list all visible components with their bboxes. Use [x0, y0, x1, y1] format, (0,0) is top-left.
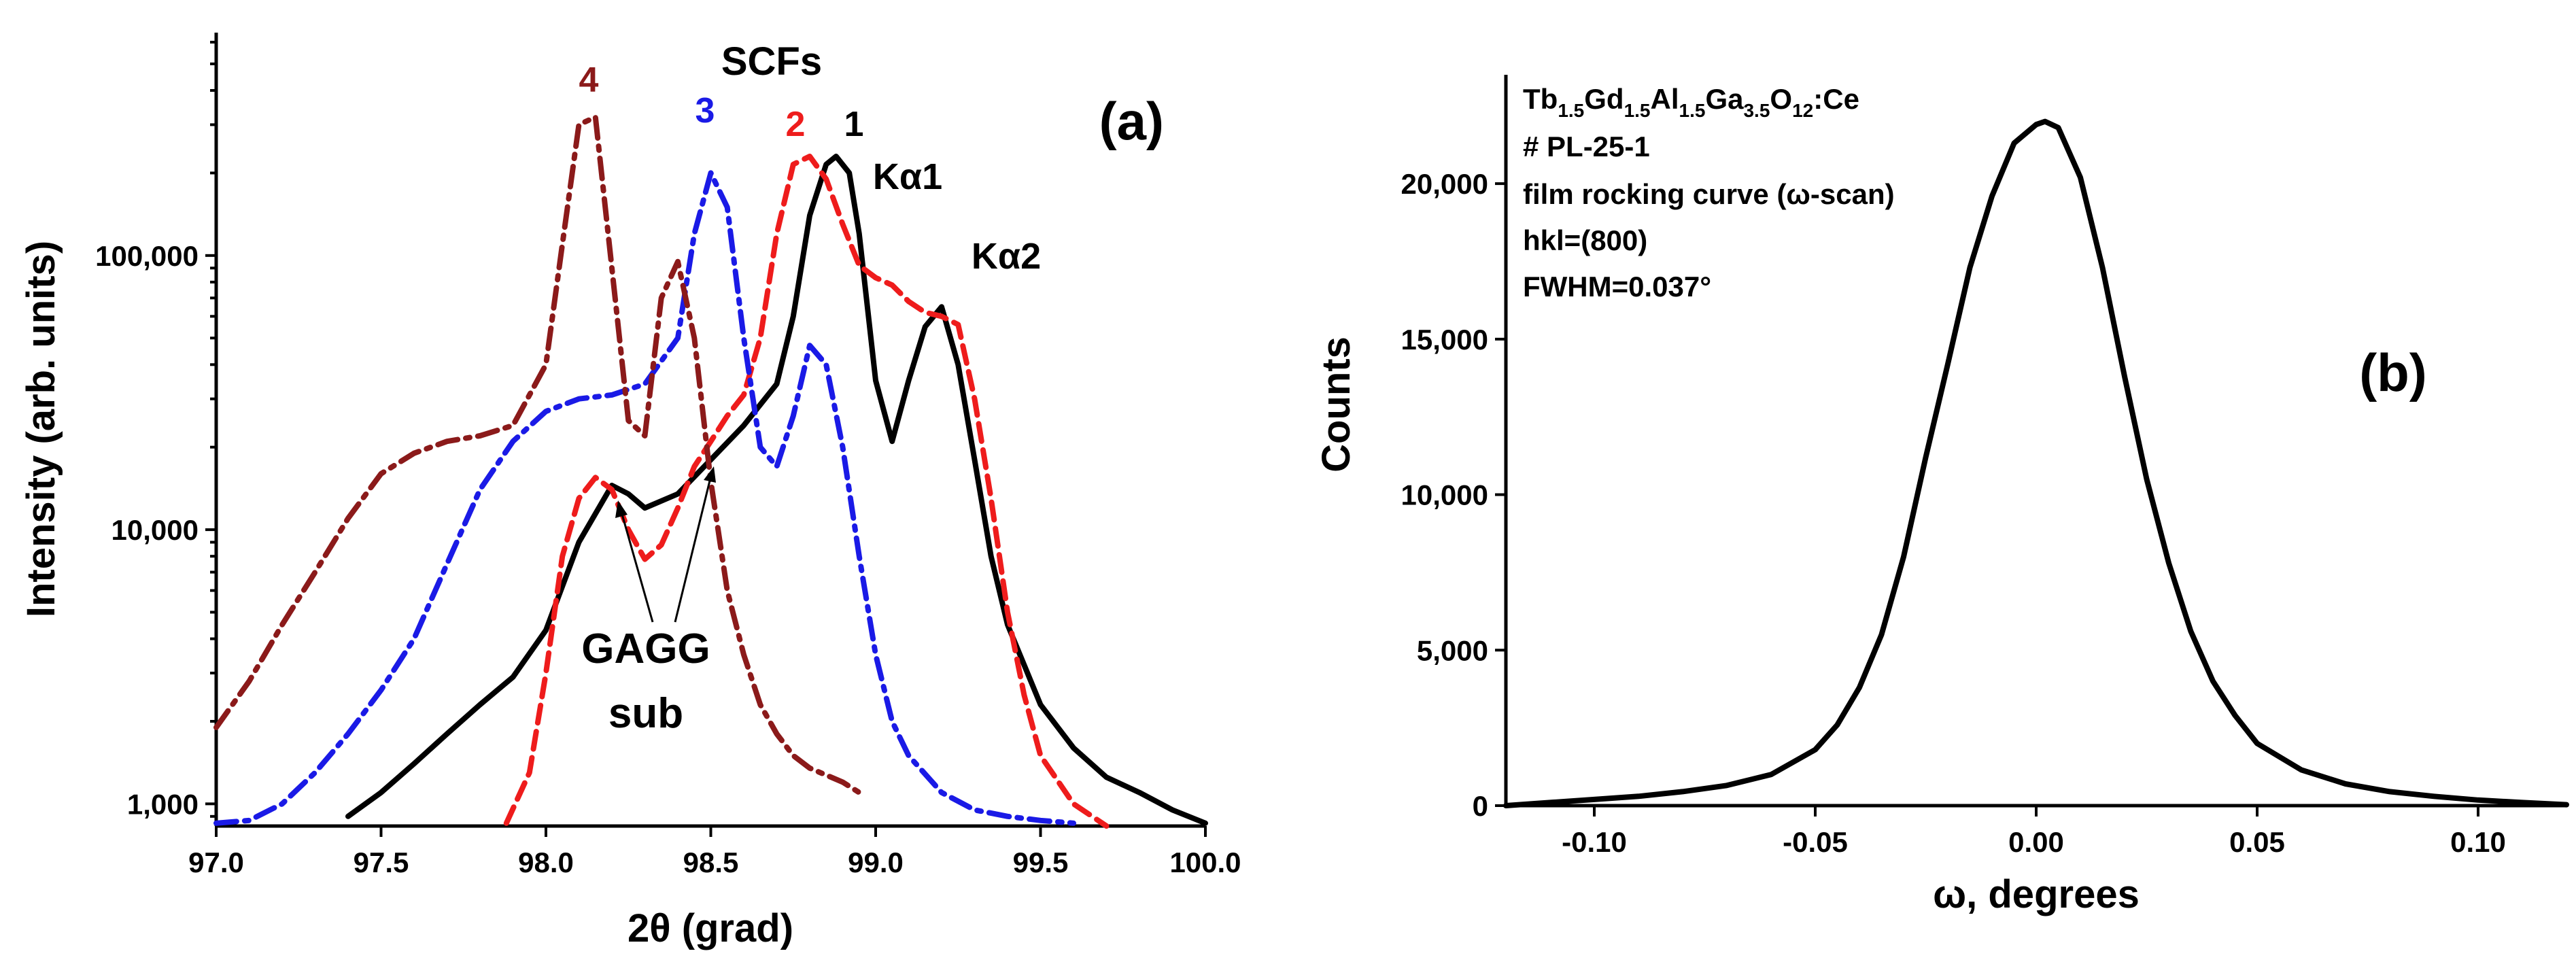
- scan-description: film rocking curve (ω-scan): [1523, 178, 1895, 210]
- formula-o: O: [1770, 83, 1792, 115]
- panel-b-y-label: Counts: [1314, 337, 1358, 473]
- scfs-label: SCFs: [721, 39, 822, 84]
- panel-a-y-ticks: 1,000 10,000 100,000: [95, 41, 216, 820]
- formula-gd: Gd: [1584, 83, 1624, 115]
- fwhm-text: FWHM=0.037°: [1523, 271, 1711, 303]
- y-tick-label: 100,000: [95, 240, 199, 272]
- panel-a-series: [213, 114, 1208, 829]
- panel-b-series: [1503, 118, 2569, 808]
- formula-sub-tb: 1.5: [1558, 100, 1584, 121]
- formula-sub-gd: 1.5: [1624, 100, 1651, 121]
- series-line-4: [213, 114, 862, 795]
- panel-a-x-ticks: 97.0 97.5 98.0 98.5 99.0 99.5 100.0: [188, 826, 1241, 878]
- x-tick-label: 97.5: [354, 846, 409, 878]
- x-tick-label: -0.05: [1783, 826, 1848, 858]
- gagg-arrowhead-left: [615, 500, 628, 518]
- x-tick-label: 0.10: [2450, 826, 2506, 858]
- x-tick-label: 99.5: [1013, 846, 1069, 878]
- x-tick-label: 97.0: [188, 846, 244, 878]
- formula-ce: :Ce: [1813, 83, 1859, 115]
- formula-ga: Ga: [1705, 83, 1744, 115]
- series-line-3: [213, 170, 1076, 826]
- formula-al: Al: [1651, 83, 1679, 115]
- curve-3-label: 3: [695, 91, 715, 131]
- formula-sub-al: 1.5: [1679, 100, 1706, 121]
- series-line-1: [1503, 118, 2569, 808]
- formula-tb: Tb: [1523, 83, 1558, 115]
- curve-1-label: 1: [844, 105, 864, 144]
- x-tick-label: 0.00: [2008, 826, 2064, 858]
- panel-b-chart: -0.10 -0.05 0.00 0.05 0.10 0 5,000 10,000 15,00…: [1314, 75, 2569, 916]
- x-tick-label: 0.05: [2229, 826, 2285, 858]
- x-tick-label: 98.0: [518, 846, 574, 878]
- x-tick-label: 100.0: [1169, 846, 1241, 878]
- y-tick-label: 0: [1473, 790, 1488, 822]
- x-tick-label: 99.0: [848, 846, 904, 878]
- x-tick-label: 98.5: [683, 846, 739, 878]
- formula-sub-o: 12: [1792, 100, 1813, 121]
- curve-2-label: 2: [786, 105, 806, 144]
- panel-b-x-ticks: -0.10 -0.05 0.00 0.05 0.10: [1562, 806, 2506, 858]
- y-tick-label: 15,000: [1401, 324, 1488, 356]
- x-tick-label: -0.10: [1562, 826, 1627, 858]
- gagg-arrow-left: [620, 511, 654, 623]
- curve-4-label: 4: [579, 61, 599, 100]
- panel-a-letter: (a): [1099, 91, 1164, 151]
- panel-a-chart: 97.0 97.5 98.0 98.5 99.0 99.5 100.0 1,000 10,00…: [19, 33, 1241, 950]
- formula-text: Tb1.5Gd1.5Al1.5Ga3.5O12:Ce: [1523, 83, 1859, 121]
- ka1-label: Kα1: [873, 156, 942, 197]
- panel-b-letter: (b): [2359, 343, 2427, 402]
- gagg-arrow-right: [674, 477, 712, 623]
- panel-a-y-label: Intensity (arb. units): [19, 241, 63, 617]
- formula-sub-ga: 3.5: [1743, 100, 1770, 121]
- y-tick-label: 1,000: [127, 788, 199, 820]
- y-tick-label: 20,000: [1401, 168, 1488, 200]
- gagg-arrowhead-right: [704, 466, 716, 483]
- gagg-label: GAGG: [581, 625, 710, 672]
- sample-id: # PL-25-1: [1523, 131, 1650, 162]
- panel-a-x-label: 2θ (grad): [628, 906, 793, 950]
- hkl-text: hkl=(800): [1523, 224, 1647, 256]
- gagg-arrows: [615, 466, 716, 623]
- series-line-1: [345, 154, 1208, 826]
- y-tick-label: 10,000: [111, 514, 199, 546]
- y-tick-label: 10,000: [1401, 479, 1488, 511]
- panel-b-x-label: ω, degrees: [1933, 872, 2140, 916]
- y-tick-label: 5,000: [1417, 634, 1488, 666]
- ka2-label: Kα2: [972, 236, 1041, 277]
- series-line-2: [503, 154, 1110, 829]
- panel-b-y-ticks: 0 5,000 10,000 15,000 20,000: [1401, 168, 1506, 822]
- sub-label: sub: [608, 690, 683, 737]
